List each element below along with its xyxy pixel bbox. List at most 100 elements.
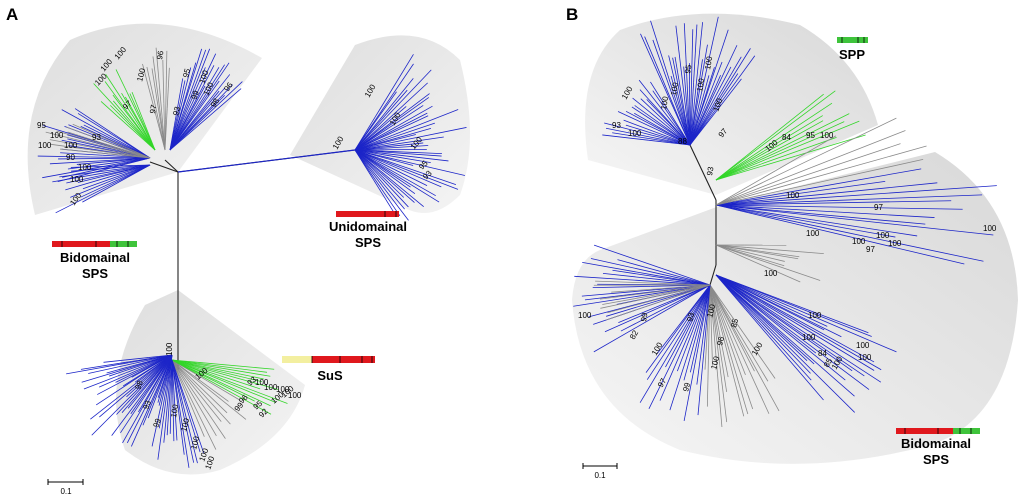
branch [756, 311, 815, 365]
panel-a-bootstrap-45: 100 [179, 417, 191, 433]
panel-b-bootstrap-17: 97 [874, 203, 883, 212]
panel-b-bootstrap-33: 96 [715, 335, 726, 346]
branch [750, 255, 785, 267]
panel-a-unidomainal-domain-bar [336, 211, 399, 217]
branch [720, 325, 745, 417]
branch [374, 161, 440, 203]
branch [187, 406, 205, 454]
branch [386, 69, 432, 117]
branch [704, 311, 709, 370]
branch [751, 302, 817, 354]
branch [590, 258, 679, 279]
branch [670, 75, 685, 123]
branch [669, 333, 695, 411]
branch [755, 137, 837, 167]
panel-b-mid-gray [715, 244, 824, 283]
branch [713, 48, 751, 107]
branch [392, 109, 459, 136]
branch [104, 81, 134, 120]
branch [127, 377, 154, 409]
branch [185, 49, 207, 107]
branch [723, 307, 769, 382]
branch [121, 93, 148, 137]
branch [715, 195, 780, 206]
branch [138, 374, 161, 413]
branch [741, 286, 828, 327]
branch [110, 105, 132, 127]
branch [65, 174, 117, 191]
branch [742, 332, 776, 379]
branch [377, 150, 442, 155]
panel-b-spp-green [715, 90, 866, 181]
branch [759, 316, 808, 362]
branch [182, 377, 217, 437]
panel-b-bootstrap-38: 100 [802, 333, 816, 342]
branch [193, 94, 225, 127]
branch [382, 154, 431, 164]
branch [775, 135, 837, 171]
branch [207, 380, 241, 401]
branch [706, 61, 723, 102]
branch [58, 157, 125, 160]
panel-b: B SPP Bidomainal SPS 0.1 [566, 5, 1018, 480]
branch [171, 359, 179, 411]
branch [196, 395, 226, 439]
branch [715, 274, 779, 326]
branch [799, 224, 965, 265]
branch [183, 406, 198, 464]
panel-a-bootstrap-43: 98 [133, 379, 145, 391]
branch [142, 382, 161, 426]
branch [674, 56, 684, 108]
branch [715, 169, 790, 206]
branch [738, 248, 799, 260]
branch [618, 302, 667, 323]
panel-b-bootstrap-24: 100 [764, 269, 778, 278]
branch [617, 111, 663, 133]
branch [171, 359, 201, 376]
branch [602, 134, 649, 141]
branch [354, 128, 389, 151]
panel-a-bootstrap-46: 100 [189, 435, 201, 451]
branch [706, 73, 739, 121]
panel-b-bootstrap-10: 100 [820, 131, 834, 140]
branch [99, 381, 142, 418]
branch [169, 381, 172, 434]
branch [105, 74, 141, 128]
panel-b-bootstrap-19: 100 [852, 237, 866, 246]
branch [377, 161, 428, 187]
panel-b-scale-bar [582, 463, 618, 469]
branch [375, 122, 435, 144]
branch [698, 29, 729, 119]
panel-a-bootstrap-11: 96 [155, 49, 166, 60]
branch [387, 105, 424, 129]
branch [182, 87, 226, 136]
branch [715, 167, 812, 206]
branch [644, 36, 677, 112]
branch [43, 125, 119, 149]
branch [208, 371, 261, 390]
panel-a-bootstrap-42: 99 [151, 417, 163, 429]
branch [368, 164, 409, 208]
panel-b-spp-name: SPP [839, 47, 865, 62]
branch [157, 382, 169, 460]
branch [354, 149, 374, 180]
branch [651, 274, 711, 286]
branch [600, 297, 652, 309]
branch [191, 65, 215, 110]
branch [42, 165, 106, 179]
branch [370, 165, 405, 198]
branch [763, 115, 823, 152]
branch [690, 29, 694, 100]
branch [70, 165, 117, 168]
panel-a-bootstrap-12: 100 [135, 67, 147, 83]
branch [605, 127, 667, 141]
panel-a-sus-sector [116, 290, 305, 475]
branch [195, 389, 222, 422]
branch [699, 66, 732, 127]
branch [91, 388, 139, 436]
branch [134, 367, 156, 383]
branch [715, 204, 831, 212]
branch [599, 291, 657, 300]
branch [383, 145, 429, 149]
branch [380, 142, 424, 148]
